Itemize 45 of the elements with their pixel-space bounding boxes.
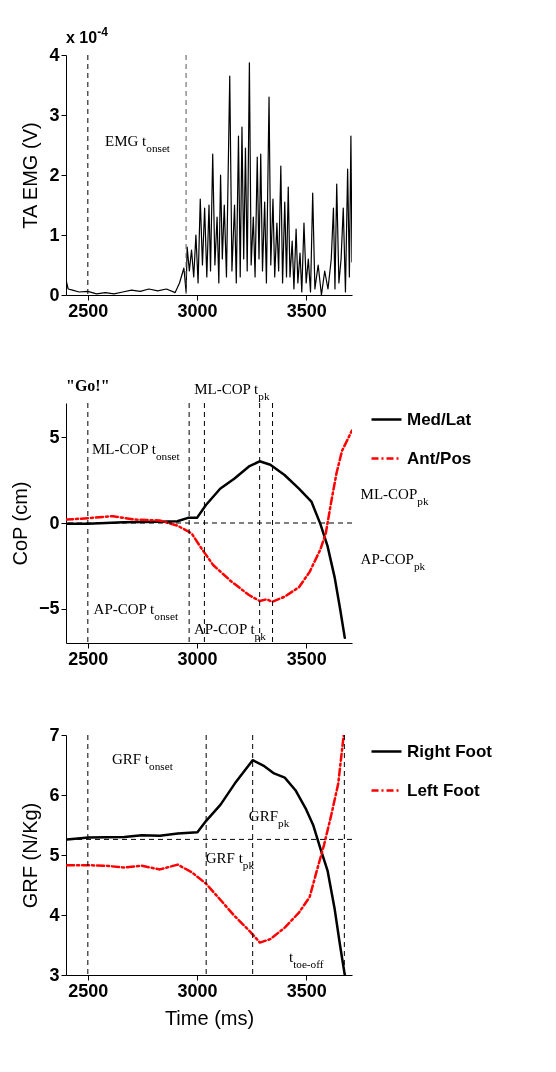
text: ML-COP$_{pk}$ — [360, 486, 429, 508]
y-tick-label: 0 — [49, 512, 60, 533]
annotation: GRF t$_{pk}$ — [205, 850, 255, 871]
legend-label: Left Foot — [407, 780, 481, 800]
annotation: t$_{toe-off}$ — [288, 949, 324, 970]
x-tick-label: 3000 — [177, 648, 218, 669]
y-tick-label: 6 — [49, 784, 60, 805]
y-axis-title: GRF (N/Kg) — [19, 802, 42, 909]
annotation: AP-COP t$_{pk}$ — [193, 621, 267, 643]
line-series — [66, 429, 352, 604]
text: x 10$^{-4}$ — [66, 25, 109, 47]
legend-label: Right Foot — [407, 741, 493, 761]
y-tick-label: 1 — [49, 224, 60, 245]
x-tick-label: 3500 — [286, 648, 327, 669]
y-tick-label: 3 — [49, 964, 60, 985]
text: AP-COP$_{pk}$ — [360, 551, 426, 572]
annotation: AP-COP t$_{onset}$ — [93, 600, 179, 622]
y-tick-label: 7 — [49, 724, 60, 745]
x-tick-label: 2500 — [68, 300, 109, 321]
x-tick-label: 3500 — [286, 980, 327, 1001]
y-tick-label: −5 — [38, 598, 60, 619]
y-tick-label: 4 — [49, 904, 60, 925]
legend-label: Med/Lat — [407, 409, 472, 429]
x-tick-label: 2500 — [68, 980, 109, 1001]
text: ML-COP t$_{pk}$ — [194, 380, 270, 402]
x-tick-label: 2500 — [68, 648, 109, 669]
y-axis-title: TA EMG (V) — [19, 122, 42, 229]
annotation: ML-COP t$_{onset}$ — [91, 440, 181, 462]
y-tick-label: 2 — [49, 164, 60, 185]
y-tick-label: 3 — [49, 104, 60, 125]
legend-label: Ant/Pos — [407, 448, 472, 468]
annotation: GRF t$_{onset}$ — [111, 751, 174, 772]
y-axis-title: CoP (cm) — [8, 481, 31, 566]
x-tick-label: 3500 — [286, 300, 327, 321]
y-tick-label: 5 — [49, 426, 60, 447]
annotation: EMG t$_{onset}$ — [105, 133, 171, 155]
y-tick-label: 5 — [49, 844, 60, 865]
x-tick-label: 3000 — [177, 980, 218, 1001]
line-series — [66, 735, 345, 944]
y-tick-label: 0 — [49, 284, 60, 305]
annotation: GRF$_{pk}$ — [248, 808, 290, 829]
x-axis-title: Time (ms) — [164, 1006, 255, 1029]
text: "Go!" — [66, 377, 110, 395]
y-tick-label: 4 — [49, 44, 60, 65]
x-tick-label: 3000 — [177, 300, 218, 321]
